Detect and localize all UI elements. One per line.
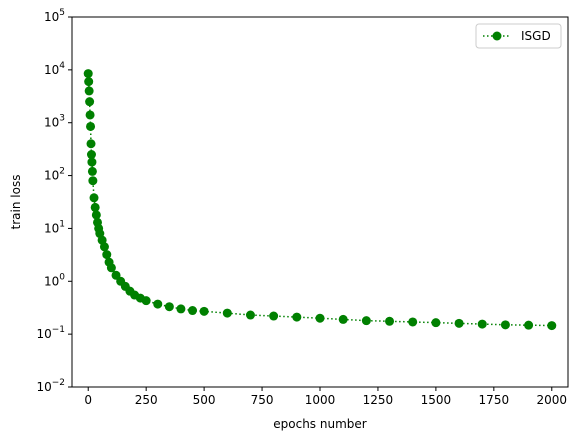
x-tick-label: 1500 [421, 393, 452, 407]
data-point [547, 321, 557, 331]
legend-label-isgd: ISGD [521, 29, 551, 43]
data-point [88, 176, 98, 186]
data-point [292, 312, 302, 322]
data-point [164, 302, 174, 312]
y-tick-label: 101 [44, 219, 65, 235]
data-point [83, 69, 93, 79]
data-point [106, 263, 116, 273]
data-point [454, 318, 464, 328]
data-point [222, 308, 232, 318]
data-point [153, 299, 163, 309]
data-point [87, 166, 97, 176]
data-point [84, 86, 94, 96]
data-point [86, 139, 96, 149]
x-tick-label: 500 [193, 393, 216, 407]
data-point [99, 242, 109, 252]
data-point [86, 121, 96, 131]
data-point [338, 314, 348, 324]
x-tick-label: 2000 [537, 393, 568, 407]
data-point [500, 320, 510, 330]
data-point [188, 306, 198, 316]
y-tick-label: 102 [44, 167, 65, 183]
data-point [86, 150, 96, 160]
x-tick-label: 0 [84, 393, 92, 407]
x-tick-label: 750 [251, 393, 274, 407]
y-tick-label: 10−2 [36, 378, 65, 394]
y-tick-label: 103 [44, 114, 65, 130]
data-point [199, 306, 209, 316]
data-point [269, 311, 279, 321]
data-point [361, 316, 371, 326]
data-point [524, 320, 534, 330]
x-tick-label: 1000 [305, 393, 336, 407]
legend-box [475, 23, 562, 49]
data-point [431, 318, 441, 328]
y-tick-label: 100 [44, 272, 65, 288]
y-tick-label: 10−1 [36, 325, 65, 341]
legend-marker [492, 31, 502, 41]
data-point [176, 304, 186, 314]
data-point [89, 193, 99, 203]
x-tick-label: 1250 [363, 393, 394, 407]
data-point [102, 250, 112, 260]
data-point [315, 313, 325, 323]
data-point [141, 296, 151, 306]
x-tick-label: 250 [135, 393, 158, 407]
y-axis-ticks: 10−2 10−1 100 101 102 103 104 105 [36, 8, 72, 394]
x-axis-label: epochs number [273, 417, 367, 431]
y-tick-label: 104 [44, 61, 65, 77]
x-tick-label: 1750 [479, 393, 510, 407]
x-axis-ticks: 0 250 500 750 1000 1250 1500 1750 2000 [84, 387, 567, 407]
data-point [408, 317, 418, 327]
plot-frame [71, 16, 569, 388]
data-point [91, 210, 101, 220]
data-point [84, 77, 94, 87]
y-axis-label: train loss [9, 175, 23, 230]
plot-area [72, 17, 568, 387]
legend: ISGD [475, 23, 562, 49]
data-point [85, 110, 95, 120]
data-point [85, 97, 95, 107]
y-tick-label: 105 [44, 8, 65, 24]
data-point [385, 316, 395, 326]
data-point [477, 319, 487, 329]
data-point [90, 202, 100, 212]
series-layer [83, 69, 557, 331]
data-point [245, 310, 255, 320]
data-point [87, 157, 97, 167]
